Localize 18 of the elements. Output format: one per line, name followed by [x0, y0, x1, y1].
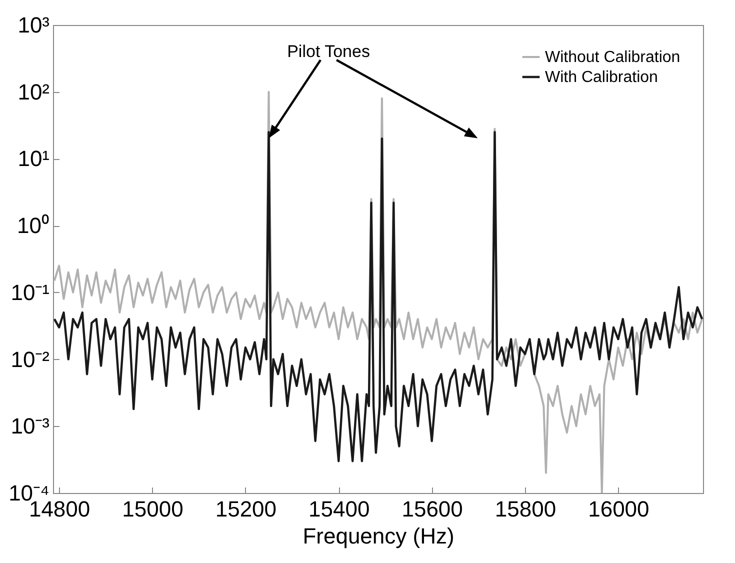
x-tick-label: 15600: [402, 496, 463, 522]
x-tick-label: 15800: [494, 496, 556, 522]
y-tick-label: 10¹: [18, 146, 50, 172]
line-series: [53, 131, 703, 462]
annotation: Pilot Tones: [287, 42, 370, 61]
y-tick-label: 10⁻³: [10, 414, 50, 439]
x-tick-label: 15000: [122, 496, 184, 522]
y-tick-label: 10⁰: [17, 213, 50, 238]
y-tick-label: 10²: [18, 79, 50, 104]
x-tick-label: 15400: [308, 496, 370, 522]
x-axis-title: Frequency (Hz): [302, 524, 454, 548]
y-tick-label: 10³: [18, 12, 50, 38]
x-tick-label: 16000: [588, 496, 650, 522]
legend-label: Without Calibration: [545, 49, 680, 66]
y-tick-label: 10⁻²: [10, 346, 50, 372]
y-tick-label: 10⁻¹: [10, 280, 50, 305]
legend-label: With Calibration: [545, 69, 658, 86]
x-tick-label: 15200: [215, 496, 277, 522]
